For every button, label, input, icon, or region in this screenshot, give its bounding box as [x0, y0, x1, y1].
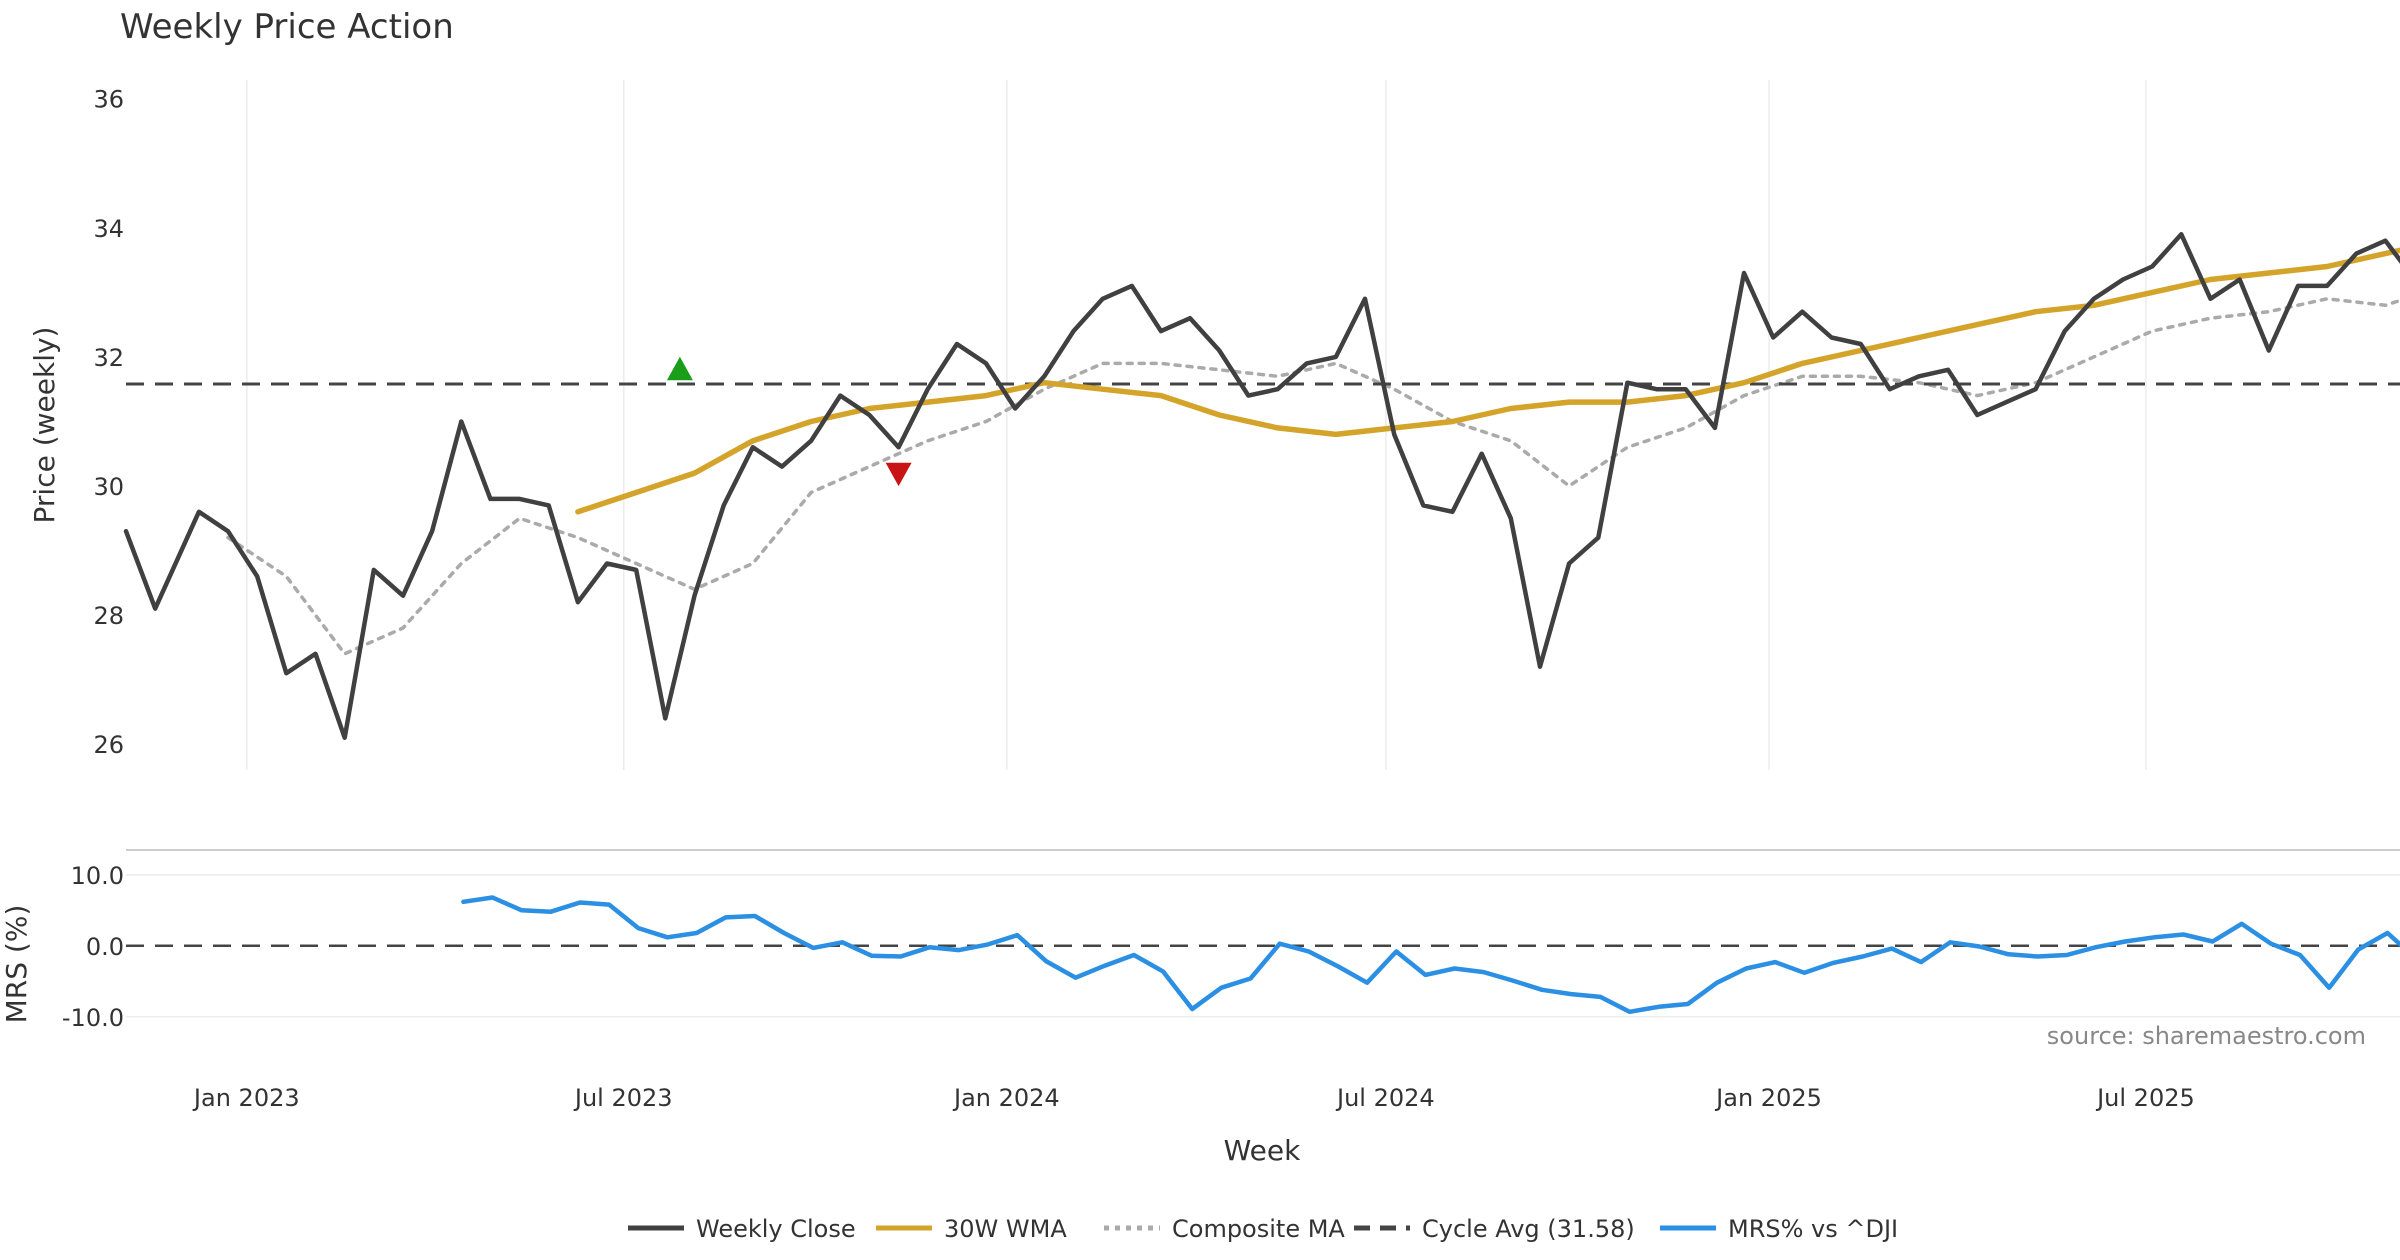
price-grid	[246, 80, 2147, 770]
sell-signal-marker	[885, 462, 912, 487]
mrs-y-ticks: 10.0 0.0 -10.0	[62, 862, 124, 1032]
price-y-axis-label: Price (weekly)	[28, 327, 61, 524]
mrs-grid	[126, 874, 2400, 1018]
chart-title: Weekly Price Action	[120, 7, 454, 47]
signal-markers	[666, 356, 912, 487]
price-y-tick-label: 34	[93, 215, 124, 243]
buy-signal-marker	[666, 356, 693, 381]
mrs-y-tick-label: -10.0	[62, 1004, 124, 1032]
price-y-tick-label: 32	[93, 344, 124, 372]
legend-label-mrs-vs-dji: MRS% vs ^DJI	[1728, 1215, 1898, 1243]
x-tick-label: Jan 2023	[192, 1084, 300, 1112]
legend-label-composite-ma: Composite MA	[1172, 1215, 1345, 1243]
x-tick-label: Jul 2025	[2095, 1084, 2195, 1112]
x-tick-label: Jan 2025	[1714, 1084, 1822, 1112]
price-y-tick-label: 30	[93, 473, 124, 501]
mrs-y-tick-label: 0.0	[86, 933, 124, 961]
legend-label-cycle-avg-31-58: Cycle Avg (31.58)	[1422, 1215, 1635, 1243]
series-mrs-vs-dji	[461, 895, 2400, 1015]
mrs-series-group	[461, 895, 2400, 1015]
price-series-group	[123, 232, 2400, 740]
price-y-tick-label: 26	[93, 731, 124, 759]
x-tick-label: Jul 2024	[1335, 1084, 1435, 1112]
mrs-y-tick-label: 10.0	[71, 862, 124, 890]
series-30w-wma	[575, 247, 2400, 515]
price-y-tick-label: 36	[93, 86, 124, 114]
mrs-y-axis-label: MRS (%)	[0, 905, 33, 1024]
price-y-tick-label: 28	[93, 602, 124, 630]
x-ticks: Jan 2023 Jul 2023 Jan 2024 Jul 2024 Jan 2025…	[192, 1084, 2195, 1112]
chart-legend: Weekly Close 30W WMA Composite MA Cycle Avg…	[628, 1215, 1898, 1243]
series-weekly-close	[123, 232, 2400, 740]
legend-label-weekly-close: Weekly Close	[696, 1215, 856, 1243]
x-tick-label: Jan 2024	[952, 1084, 1060, 1112]
series-composite-ma	[226, 297, 2400, 656]
x-axis-label: Week	[1224, 1134, 1301, 1167]
legend-label-30w-wma: 30W WMA	[944, 1215, 1067, 1243]
source-note: source: sharemaestro.com	[2047, 1022, 2366, 1050]
x-tick-label: Jul 2023	[573, 1084, 673, 1112]
price-y-ticks: 26 28 30 32 34 36	[93, 86, 124, 759]
